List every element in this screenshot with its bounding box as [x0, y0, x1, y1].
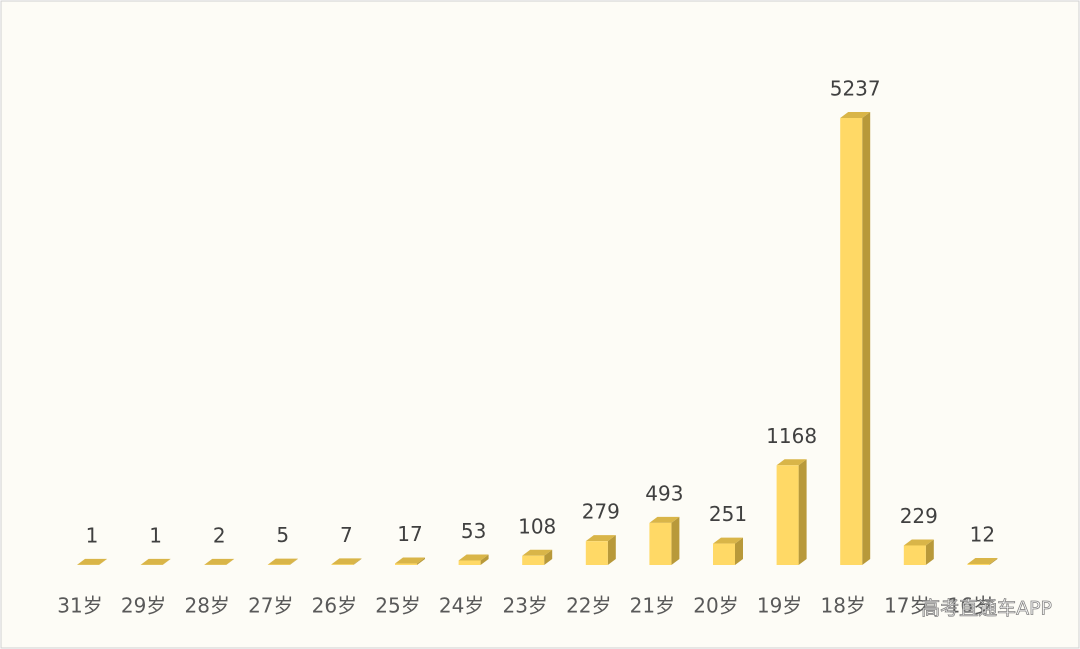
bar-side	[99, 558, 107, 565]
bar-top	[522, 549, 553, 556]
x-tick-label: 29岁	[121, 594, 166, 618]
bar	[903, 545, 926, 565]
bar	[840, 118, 863, 565]
bar-top	[585, 535, 616, 542]
bar-side	[607, 535, 616, 565]
bar	[713, 543, 735, 565]
bar	[522, 555, 545, 565]
value-label: 5237	[830, 77, 881, 101]
bar-top	[776, 459, 807, 466]
bar	[967, 563, 990, 565]
bar-top	[458, 554, 489, 561]
bar	[331, 564, 354, 565]
value-label: 1168	[766, 424, 817, 448]
x-tick-label: 31岁	[57, 594, 102, 618]
value-label: 7	[340, 523, 353, 547]
bar-side	[289, 558, 298, 565]
bar	[395, 563, 417, 565]
bar-top	[395, 557, 425, 564]
value-label: 2	[213, 523, 226, 547]
x-tick-label: 20岁	[693, 594, 738, 618]
bar	[585, 541, 608, 565]
watermark: 高考直通车APP	[921, 598, 1052, 620]
value-label: 17	[397, 522, 422, 546]
x-tick-label: 26岁	[312, 594, 357, 618]
value-label: 5	[276, 523, 289, 547]
x-tick-label: 21岁	[630, 594, 675, 618]
bar	[458, 560, 481, 565]
bar-side	[226, 558, 235, 565]
bar-top	[267, 558, 298, 565]
bar-side	[544, 549, 553, 565]
x-tick-label: 28岁	[184, 594, 229, 618]
bar-side	[353, 558, 362, 565]
value-label: 1	[86, 523, 99, 547]
x-tick-label: 24岁	[439, 594, 484, 618]
value-label: 493	[645, 481, 683, 505]
x-tick-label: 17岁	[884, 594, 929, 618]
bar-side	[480, 554, 489, 565]
value-label: 251	[709, 502, 747, 526]
bar	[649, 522, 672, 565]
value-label: 1	[149, 523, 162, 547]
x-tick-label: 18岁	[820, 594, 865, 618]
bar-top	[331, 558, 362, 565]
value-label: 279	[582, 500, 620, 524]
bar-top	[649, 516, 680, 523]
bar-side	[671, 516, 680, 565]
bar-side	[417, 557, 425, 565]
bar-top	[77, 558, 107, 565]
bar-side	[798, 459, 807, 565]
value-label: 53	[461, 519, 486, 543]
x-tick-label: 23岁	[502, 594, 547, 618]
x-tick-label: 25岁	[375, 594, 420, 618]
bar-side	[989, 557, 998, 565]
bar-top	[204, 558, 235, 565]
x-tick-label: 22岁	[566, 594, 611, 618]
bar-top	[713, 537, 743, 544]
x-tick-label: 16岁	[948, 594, 993, 618]
bar-side	[925, 539, 934, 565]
bar-top	[840, 112, 871, 118]
x-tick-label: 19岁	[757, 594, 802, 618]
value-label: 12	[970, 522, 995, 546]
value-label: 108	[518, 514, 556, 538]
bar-side	[862, 112, 871, 565]
bar	[776, 465, 799, 565]
bar-side	[735, 537, 743, 565]
value-label: 229	[900, 504, 938, 528]
bar-top	[140, 558, 171, 565]
x-tick-label: 27岁	[248, 594, 293, 618]
bar-side	[162, 558, 171, 565]
bar-top	[903, 539, 934, 546]
bar-top	[967, 557, 998, 564]
